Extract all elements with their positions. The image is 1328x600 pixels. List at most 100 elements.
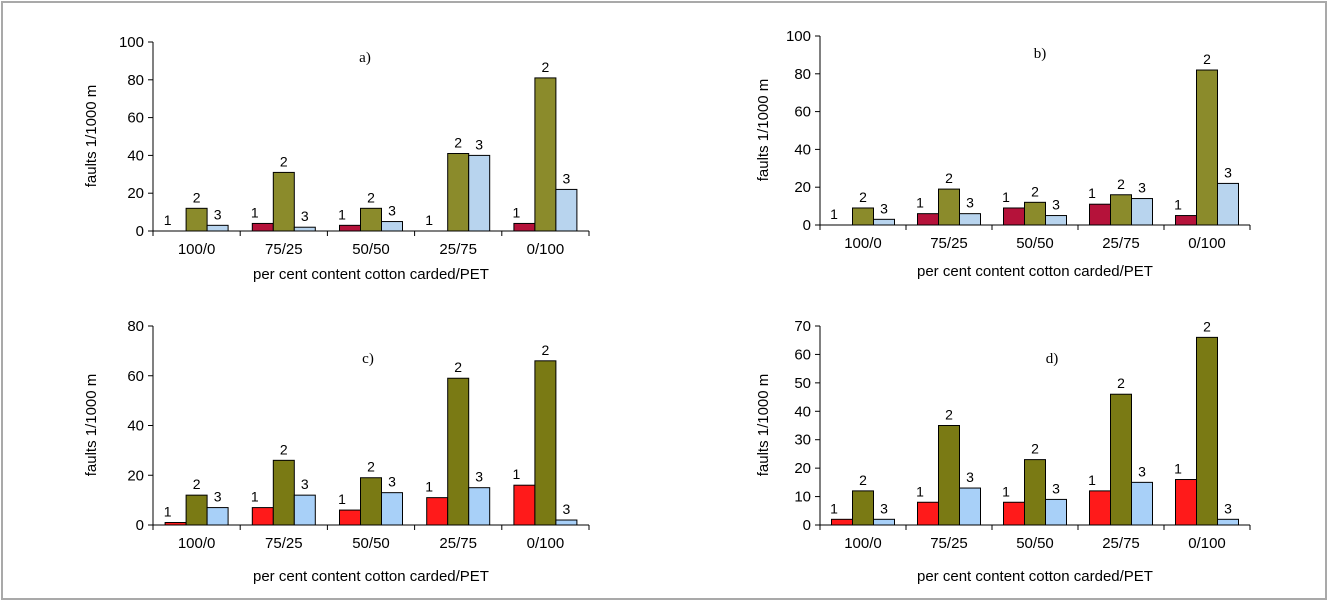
panel-title: d) (1046, 351, 1059, 367)
bar-data-label: 1 (1002, 189, 1010, 205)
y-tick-label: 0 (803, 217, 811, 234)
x-axis-title: per cent content cotton carded/PET (253, 568, 489, 585)
bar-data-label: 3 (1138, 180, 1146, 196)
x-tick-label: 75/25 (930, 535, 968, 552)
bar-data-label: 1 (1002, 483, 1010, 499)
y-tick-label: 100 (786, 28, 811, 45)
bar (1024, 459, 1046, 526)
x-tick-label: 75/25 (265, 241, 303, 258)
x-tick-label: 50/50 (1016, 235, 1054, 252)
x-tick-label: 25/75 (1102, 235, 1140, 252)
bar (206, 224, 229, 232)
bar-data-label: 2 (542, 342, 550, 358)
panel-title: a) (359, 50, 371, 66)
y-tick-label: 0 (136, 517, 144, 534)
y-axis-title: faults 1/1000 m (83, 85, 100, 188)
bar (251, 222, 274, 232)
bar (1175, 215, 1197, 226)
bar (185, 494, 208, 526)
bar (251, 507, 274, 526)
x-tick-label: 50/50 (352, 535, 390, 552)
y-tick-label: 60 (127, 368, 144, 385)
y-tick-label: 100 (119, 34, 144, 51)
bar (1024, 201, 1046, 226)
bar (1175, 479, 1197, 526)
bar-data-label: 1 (1174, 197, 1182, 213)
bar (426, 497, 449, 526)
bar-data-label: 2 (1117, 176, 1125, 192)
bar (447, 377, 470, 526)
bar (447, 153, 470, 232)
bar (1045, 215, 1067, 226)
bar-data-label: 2 (1031, 183, 1039, 199)
y-tick-label: 60 (794, 104, 811, 121)
bar (852, 490, 874, 526)
bar (513, 484, 536, 526)
bar (1131, 198, 1153, 226)
bar (339, 509, 361, 526)
bar-data-label: 1 (513, 466, 521, 482)
bar-data-label: 3 (966, 469, 974, 485)
y-axis-title: faults 1/1000 m (755, 374, 772, 477)
bar-data-label: 3 (1224, 164, 1232, 180)
bar (938, 188, 960, 226)
x-tick-label: 75/25 (265, 535, 303, 552)
y-tick-label: 20 (127, 185, 144, 202)
bar-data-label: 3 (475, 469, 483, 485)
bar (468, 154, 491, 232)
bar (1131, 481, 1153, 526)
bar-data-label: 1 (251, 489, 259, 505)
bar-data-label: 2 (542, 59, 550, 75)
bar-data-label: 3 (1138, 463, 1146, 479)
bar-data-label: 3 (563, 170, 571, 186)
bar (360, 207, 382, 232)
bar (164, 522, 187, 526)
bar (534, 360, 557, 526)
bar (1196, 69, 1218, 226)
x-tick-label: 75/25 (930, 235, 968, 252)
bar (1045, 498, 1067, 526)
bar-data-label: 2 (1203, 318, 1211, 334)
bar-data-label: 2 (945, 170, 953, 186)
y-tick-label: 0 (136, 223, 144, 240)
bar-data-label: 3 (301, 476, 309, 492)
bar (206, 507, 229, 526)
bar (959, 487, 981, 526)
x-tick-label: 25/75 (1102, 535, 1140, 552)
bar (1110, 393, 1132, 526)
bar-data-label: 1 (251, 204, 259, 220)
y-axis-title: faults 1/1000 m (83, 374, 100, 477)
bar (1003, 207, 1025, 226)
bar (555, 519, 578, 526)
bar-data-label: 2 (280, 441, 288, 457)
bar (959, 213, 981, 226)
panel-title: b) (1034, 46, 1047, 62)
bar-data-label: 3 (1224, 500, 1232, 516)
bar-data-label: 1 (338, 206, 346, 222)
x-tick-label: 100/0 (844, 535, 882, 552)
bar (272, 171, 295, 232)
bar-data-label: 2 (367, 189, 375, 205)
x-tick-label: 50/50 (1016, 535, 1054, 552)
bar-data-label: 3 (880, 500, 888, 516)
bar-data-label: 2 (193, 189, 201, 205)
x-tick-label: 25/75 (439, 535, 477, 552)
bar-data-label: 2 (859, 189, 867, 205)
x-tick-label: 50/50 (352, 241, 390, 258)
bar-data-label: 3 (475, 136, 483, 152)
x-tick-label: 25/75 (439, 241, 477, 258)
bar (917, 501, 939, 526)
bar-data-label: 1 (830, 206, 838, 222)
y-tick-label: 60 (794, 346, 811, 363)
bar-data-label: 1 (916, 483, 924, 499)
bar-data-label: 1 (1088, 185, 1096, 201)
bar (1217, 182, 1239, 226)
bar-data-label: 2 (1031, 441, 1039, 457)
x-tick-label: 100/0 (844, 235, 882, 252)
bar (873, 518, 895, 526)
y-tick-label: 10 (794, 489, 811, 506)
y-tick-label: 80 (127, 318, 144, 335)
x-axis-title: per cent content cotton carded/PET (917, 568, 1153, 585)
bar-data-label: 2 (1117, 375, 1125, 391)
bar-data-label: 1 (164, 504, 172, 520)
